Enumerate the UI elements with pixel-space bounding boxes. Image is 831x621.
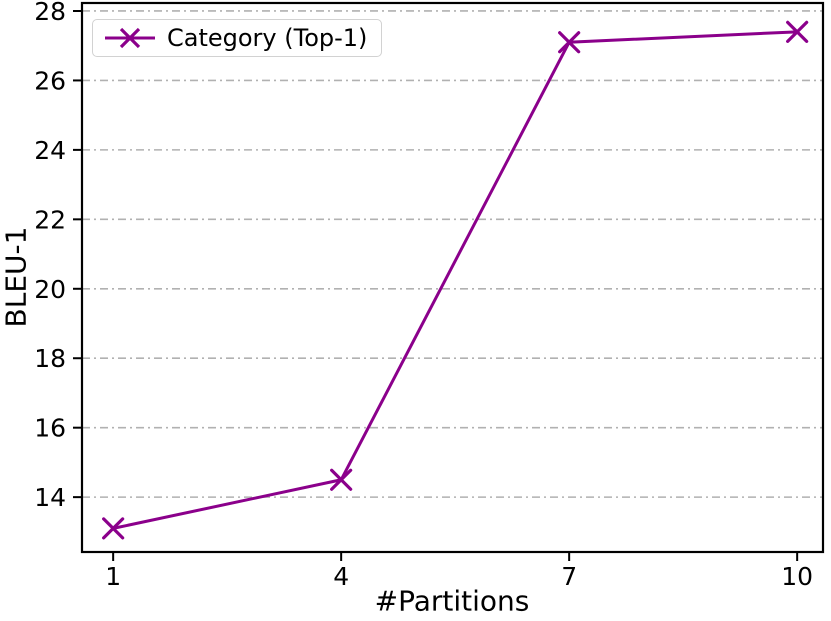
y-tick-label: 24 xyxy=(34,136,66,165)
legend-label: Category (Top-1) xyxy=(167,24,368,52)
data-line xyxy=(112,30,798,530)
y-tick-label: 22 xyxy=(34,205,66,234)
x-tick-label: 10 xyxy=(781,562,813,591)
data-point-x-marker xyxy=(102,517,125,540)
y-tick-label: 26 xyxy=(34,66,66,95)
legend: Category (Top-1) xyxy=(92,19,383,57)
legend-line-x-marker-icon xyxy=(105,27,155,49)
y-tick-label: 16 xyxy=(34,414,66,443)
y-tick-label: 14 xyxy=(34,483,66,512)
x-tick-label: 1 xyxy=(105,562,121,591)
plot-border xyxy=(80,1,825,554)
x-tick-label: 4 xyxy=(333,562,349,591)
data-point-x-marker xyxy=(786,20,809,43)
y-tick-label: 20 xyxy=(34,275,66,304)
data-point-x-marker xyxy=(330,468,353,491)
y-tick-label: 18 xyxy=(34,344,66,373)
y-tick-label: 28 xyxy=(34,0,66,26)
y-axis-label: BLEU-1 xyxy=(0,226,33,328)
x-tick-label: 7 xyxy=(561,562,577,591)
data-point-x-marker xyxy=(558,31,581,54)
x-axis-label: #Partitions xyxy=(374,584,530,618)
